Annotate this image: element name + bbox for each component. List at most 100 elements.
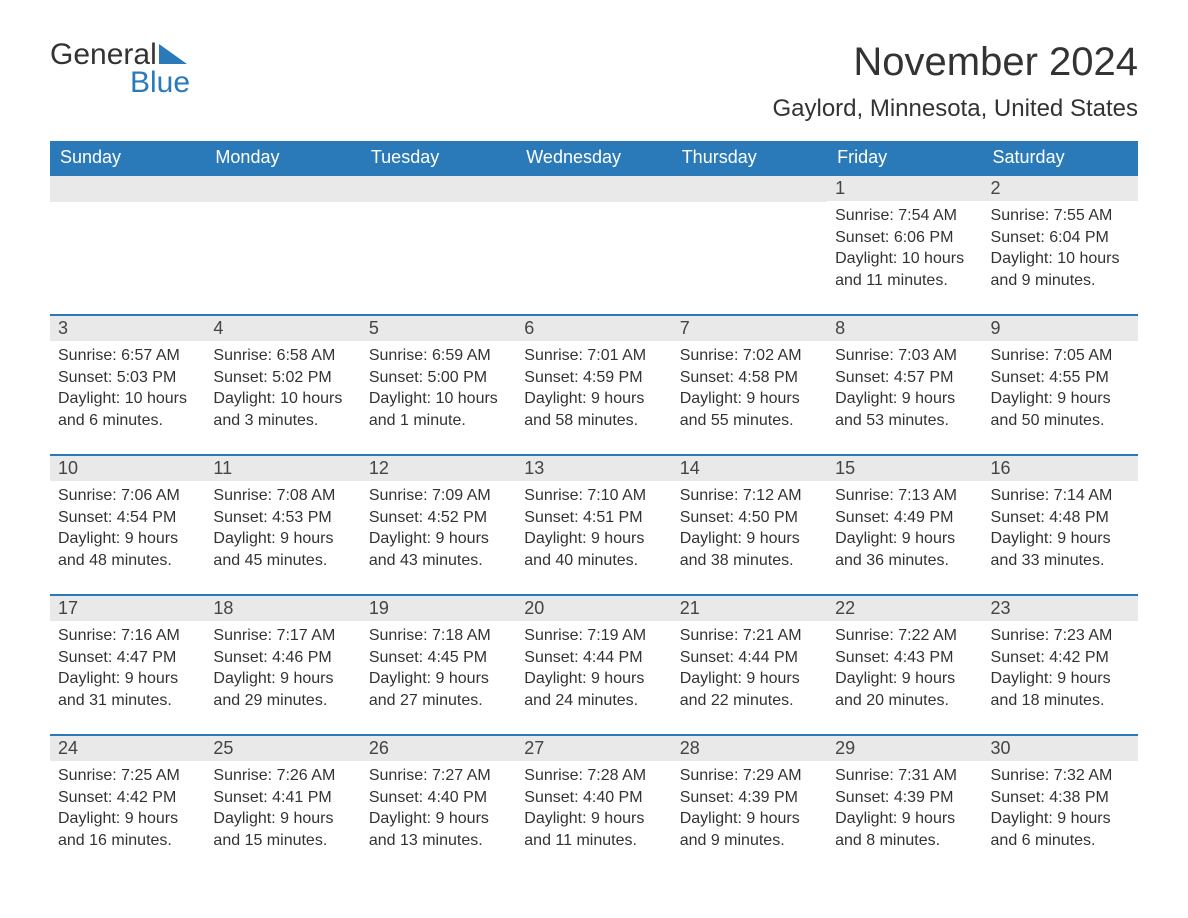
day-number: 16 [983, 456, 1138, 481]
day-cell: 17Sunrise: 7:16 AMSunset: 4:47 PMDayligh… [50, 596, 205, 722]
daylight-text: Daylight: 9 hours and 31 minutes. [58, 668, 197, 711]
daylight-text: Daylight: 9 hours and 16 minutes. [58, 808, 197, 851]
day-body: Sunrise: 7:03 AMSunset: 4:57 PMDaylight:… [827, 341, 982, 439]
day-body: Sunrise: 7:08 AMSunset: 4:53 PMDaylight:… [205, 481, 360, 579]
day-number: 18 [205, 596, 360, 621]
sunrise-text: Sunrise: 7:17 AM [213, 625, 352, 647]
day-cell: 20Sunrise: 7:19 AMSunset: 4:44 PMDayligh… [516, 596, 671, 722]
day-body: Sunrise: 7:21 AMSunset: 4:44 PMDaylight:… [672, 621, 827, 719]
sunrise-text: Sunrise: 7:54 AM [835, 205, 974, 227]
day-number: 20 [516, 596, 671, 621]
day-cell: 5Sunrise: 6:59 AMSunset: 5:00 PMDaylight… [361, 316, 516, 442]
week-row: 1Sunrise: 7:54 AMSunset: 6:06 PMDaylight… [50, 174, 1138, 302]
day-body: Sunrise: 7:26 AMSunset: 4:41 PMDaylight:… [205, 761, 360, 859]
daylight-text: Daylight: 9 hours and 58 minutes. [524, 388, 663, 431]
sunset-text: Sunset: 4:47 PM [58, 647, 197, 669]
daylight-text: Daylight: 9 hours and 9 minutes. [680, 808, 819, 851]
day-body: Sunrise: 7:27 AMSunset: 4:40 PMDaylight:… [361, 761, 516, 859]
daylight-text: Daylight: 10 hours and 11 minutes. [835, 248, 974, 291]
sunset-text: Sunset: 4:54 PM [58, 507, 197, 529]
day-number: 27 [516, 736, 671, 761]
daylight-text: Daylight: 9 hours and 45 minutes. [213, 528, 352, 571]
sunrise-text: Sunrise: 7:05 AM [991, 345, 1130, 367]
day-cell: 19Sunrise: 7:18 AMSunset: 4:45 PMDayligh… [361, 596, 516, 722]
day-number: 21 [672, 596, 827, 621]
day-number: 3 [50, 316, 205, 341]
day-cell: 23Sunrise: 7:23 AMSunset: 4:42 PMDayligh… [983, 596, 1138, 722]
sunset-text: Sunset: 4:39 PM [835, 787, 974, 809]
sunrise-text: Sunrise: 6:59 AM [369, 345, 508, 367]
sunrise-text: Sunrise: 7:25 AM [58, 765, 197, 787]
day-number: 12 [361, 456, 516, 481]
sunset-text: Sunset: 4:45 PM [369, 647, 508, 669]
day-header-wed: Wednesday [516, 141, 671, 174]
sunset-text: Sunset: 4:43 PM [835, 647, 974, 669]
empty-day-num [50, 176, 205, 202]
day-cell: 13Sunrise: 7:10 AMSunset: 4:51 PMDayligh… [516, 456, 671, 582]
sunrise-text: Sunrise: 7:10 AM [524, 485, 663, 507]
sunset-text: Sunset: 4:49 PM [835, 507, 974, 529]
sunrise-text: Sunrise: 7:13 AM [835, 485, 974, 507]
daylight-text: Daylight: 9 hours and 40 minutes. [524, 528, 663, 571]
day-number: 22 [827, 596, 982, 621]
sunrise-text: Sunrise: 7:22 AM [835, 625, 974, 647]
day-cell: 27Sunrise: 7:28 AMSunset: 4:40 PMDayligh… [516, 736, 671, 862]
day-cell: 11Sunrise: 7:08 AMSunset: 4:53 PMDayligh… [205, 456, 360, 582]
sunrise-text: Sunrise: 7:12 AM [680, 485, 819, 507]
day-body: Sunrise: 6:58 AMSunset: 5:02 PMDaylight:… [205, 341, 360, 439]
sunset-text: Sunset: 4:59 PM [524, 367, 663, 389]
sunrise-text: Sunrise: 7:09 AM [369, 485, 508, 507]
sunrise-text: Sunrise: 6:58 AM [213, 345, 352, 367]
sunset-text: Sunset: 4:44 PM [524, 647, 663, 669]
day-body: Sunrise: 7:31 AMSunset: 4:39 PMDaylight:… [827, 761, 982, 859]
day-number: 13 [516, 456, 671, 481]
sunrise-text: Sunrise: 7:18 AM [369, 625, 508, 647]
day-cell: 18Sunrise: 7:17 AMSunset: 4:46 PMDayligh… [205, 596, 360, 722]
day-number: 28 [672, 736, 827, 761]
day-number: 15 [827, 456, 982, 481]
sunrise-text: Sunrise: 7:14 AM [991, 485, 1130, 507]
day-cell: 24Sunrise: 7:25 AMSunset: 4:42 PMDayligh… [50, 736, 205, 862]
day-number: 29 [827, 736, 982, 761]
day-header-thu: Thursday [672, 141, 827, 174]
sunset-text: Sunset: 4:48 PM [991, 507, 1130, 529]
location-text: Gaylord, Minnesota, United States [772, 95, 1138, 123]
day-cell: 14Sunrise: 7:12 AMSunset: 4:50 PMDayligh… [672, 456, 827, 582]
daylight-text: Daylight: 9 hours and 29 minutes. [213, 668, 352, 711]
day-number: 6 [516, 316, 671, 341]
daylight-text: Daylight: 10 hours and 9 minutes. [991, 248, 1130, 291]
sunset-text: Sunset: 6:04 PM [991, 227, 1130, 249]
header: General Blue November 2024 Gaylord, Minn… [50, 40, 1138, 123]
daylight-text: Daylight: 9 hours and 50 minutes. [991, 388, 1130, 431]
week-row: 10Sunrise: 7:06 AMSunset: 4:54 PMDayligh… [50, 454, 1138, 582]
day-number: 23 [983, 596, 1138, 621]
day-body: Sunrise: 7:54 AMSunset: 6:06 PMDaylight:… [827, 201, 982, 299]
day-body: Sunrise: 7:13 AMSunset: 4:49 PMDaylight:… [827, 481, 982, 579]
sunset-text: Sunset: 5:00 PM [369, 367, 508, 389]
day-body: Sunrise: 7:06 AMSunset: 4:54 PMDaylight:… [50, 481, 205, 579]
day-body: Sunrise: 7:09 AMSunset: 4:52 PMDaylight:… [361, 481, 516, 579]
sunset-text: Sunset: 4:44 PM [680, 647, 819, 669]
empty-day-num [361, 176, 516, 202]
day-number: 2 [983, 176, 1138, 201]
day-cell: 22Sunrise: 7:22 AMSunset: 4:43 PMDayligh… [827, 596, 982, 722]
daylight-text: Daylight: 9 hours and 11 minutes. [524, 808, 663, 851]
sunset-text: Sunset: 4:38 PM [991, 787, 1130, 809]
day-cell: 16Sunrise: 7:14 AMSunset: 4:48 PMDayligh… [983, 456, 1138, 582]
daylight-text: Daylight: 9 hours and 24 minutes. [524, 668, 663, 711]
day-header-fri: Friday [827, 141, 982, 174]
day-cell: 2 Sunrise: 7:55 AMSunset: 6:04 PMDaylight… [983, 176, 1138, 302]
day-number: 10 [50, 456, 205, 481]
sunrise-text: Sunrise: 7:55 AM [991, 205, 1130, 227]
sunrise-text: Sunrise: 7:06 AM [58, 485, 197, 507]
daylight-text: Daylight: 9 hours and 8 minutes. [835, 808, 974, 851]
daylight-text: Daylight: 9 hours and 27 minutes. [369, 668, 508, 711]
sunset-text: Sunset: 4:50 PM [680, 507, 819, 529]
title-block: November 2024 Gaylord, Minnesota, United… [772, 40, 1138, 123]
daylight-text: Daylight: 10 hours and 3 minutes. [213, 388, 352, 431]
sunset-text: Sunset: 4:53 PM [213, 507, 352, 529]
day-cell: 3Sunrise: 6:57 AMSunset: 5:03 PMDaylight… [50, 316, 205, 442]
sunset-text: Sunset: 4:40 PM [524, 787, 663, 809]
sunrise-text: Sunrise: 6:57 AM [58, 345, 197, 367]
day-number: 14 [672, 456, 827, 481]
